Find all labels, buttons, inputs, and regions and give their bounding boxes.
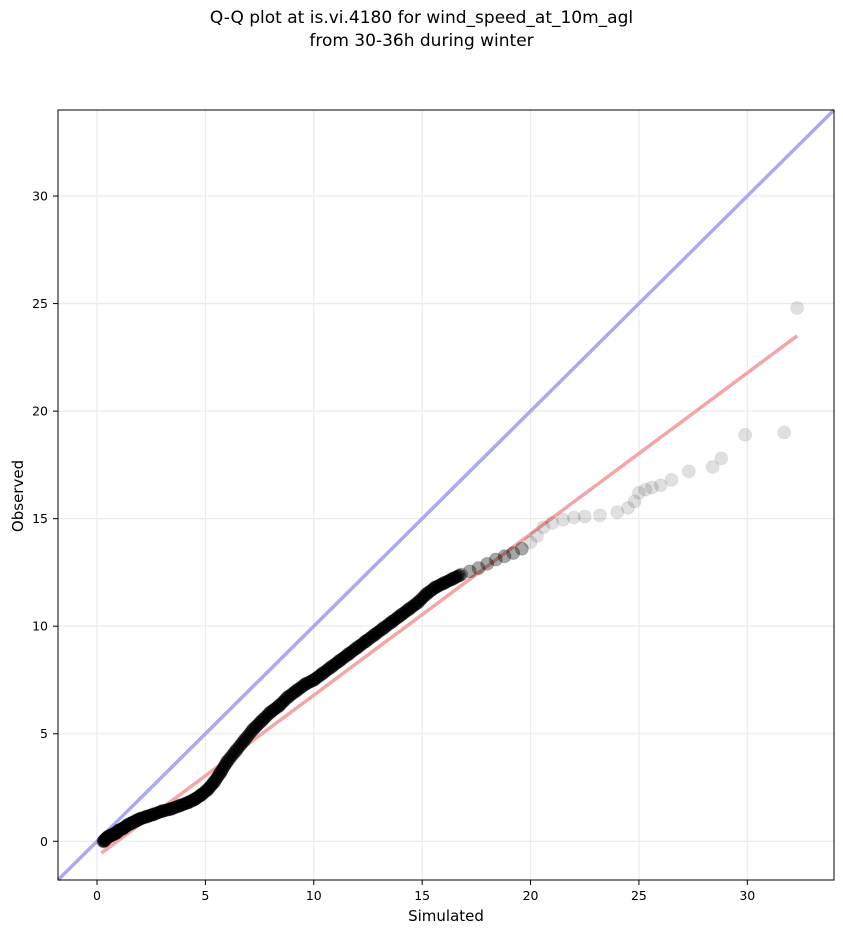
- data-point: [506, 546, 521, 561]
- data-point-fill: [452, 568, 466, 582]
- reference-line: [56, 108, 836, 882]
- data-point: [777, 425, 792, 440]
- data-point: [621, 500, 636, 515]
- data-point: [536, 520, 551, 535]
- x-tick-label: 15: [414, 888, 430, 903]
- x-tick-label: 20: [523, 888, 539, 903]
- x-tick-label: 10: [306, 888, 322, 903]
- y-tick-label: 10: [32, 619, 48, 634]
- data-point: [454, 567, 469, 582]
- y-tick-label: 20: [32, 404, 48, 419]
- data-point: [488, 552, 503, 567]
- data-point: [638, 482, 653, 497]
- x-tick-label: 5: [201, 888, 209, 903]
- y-tick-label: 15: [32, 511, 48, 526]
- data-point: [653, 478, 668, 493]
- ticks: 0 5 10 15 20 25 30 0 5 10 15 20 25 30: [32, 189, 755, 903]
- data-point: [664, 472, 679, 487]
- x-tick-label: 30: [739, 888, 755, 903]
- data-point: [530, 528, 545, 543]
- data-point: [480, 556, 495, 571]
- data-point: [738, 427, 753, 442]
- lines: [56, 108, 836, 882]
- plot-frame: [57, 109, 835, 881]
- y-tick-label: 30: [32, 189, 48, 204]
- data-point: [514, 541, 529, 556]
- chart-title-line2: from 30-36h during winter: [309, 31, 534, 51]
- data-point: [627, 494, 642, 509]
- data-point: [714, 451, 729, 466]
- data-point: [566, 510, 581, 525]
- y-tick-label: 0: [40, 834, 48, 849]
- y-axis-label: Observed: [9, 460, 27, 532]
- data-points: [96, 300, 805, 849]
- data-point: [681, 464, 696, 479]
- data-point: [644, 480, 659, 495]
- grid: [58, 110, 834, 880]
- y-tick-label: 25: [32, 296, 48, 311]
- data-point: [705, 460, 720, 475]
- x-tick-label: 25: [631, 888, 647, 903]
- data-point: [545, 515, 560, 530]
- data-point: [556, 512, 571, 527]
- data-point: [631, 485, 646, 500]
- data-point: [610, 505, 625, 520]
- data-point: [523, 535, 538, 550]
- y-tick-label: 5: [40, 726, 48, 741]
- chart-title-line1: Q-Q plot at is.vi.4180 for wind_speed_at…: [209, 8, 634, 28]
- data-point: [471, 561, 486, 576]
- data-point: [577, 509, 592, 524]
- x-tick-label: 0: [93, 888, 101, 903]
- x-axis-label: Simulated: [408, 907, 484, 925]
- data-point: [462, 564, 477, 579]
- data-point: [497, 549, 512, 564]
- data-point: [592, 508, 607, 523]
- data-point: [790, 300, 805, 315]
